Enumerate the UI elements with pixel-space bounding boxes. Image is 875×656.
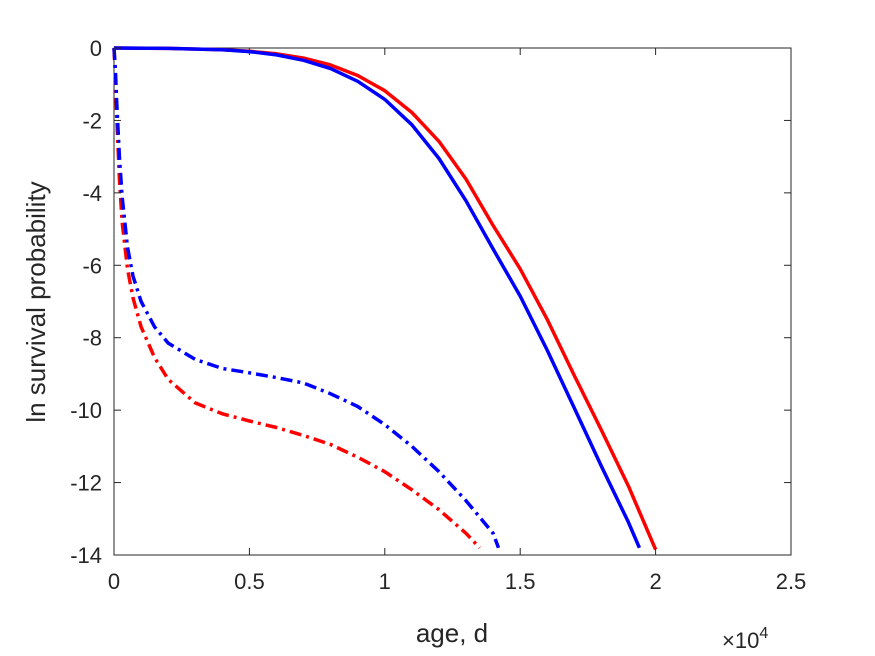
y-tick-label: -4 — [82, 181, 102, 206]
tick-layer — [113, 47, 792, 556]
x-tick-label: 0 — [108, 569, 120, 594]
x-tick-label: 0.5 — [234, 569, 265, 594]
series-line-4 — [112, 47, 501, 549]
y-tick-label: -14 — [70, 543, 102, 568]
plot-area — [113, 47, 792, 556]
y-tick-label: -8 — [82, 326, 102, 351]
x-exponent-power: 4 — [759, 625, 768, 642]
x-tick-label: 1.5 — [505, 569, 536, 594]
y-tick-label: -10 — [70, 398, 102, 423]
y-tick-label: 0 — [90, 36, 102, 61]
x-exponent-label: ×104 — [722, 625, 768, 653]
y-axis-label: ln survival probability — [21, 181, 51, 422]
x-exponent-base: ×10 — [722, 628, 759, 653]
tick-label-layer: 0 0.5 1 1.5 2 2.5 0 -2 -4 -6 -8 -10 -12 -14 — [70, 36, 806, 594]
y-tick-label: -12 — [70, 471, 102, 496]
y-tick-label: -6 — [82, 253, 102, 278]
x-tick-label: 2 — [649, 569, 661, 594]
x-tick-label: 2.5 — [776, 569, 807, 594]
y-tick-label: -2 — [82, 108, 102, 133]
x-tick-label: 1 — [379, 569, 391, 594]
x-axis-label: age, d — [416, 618, 488, 648]
